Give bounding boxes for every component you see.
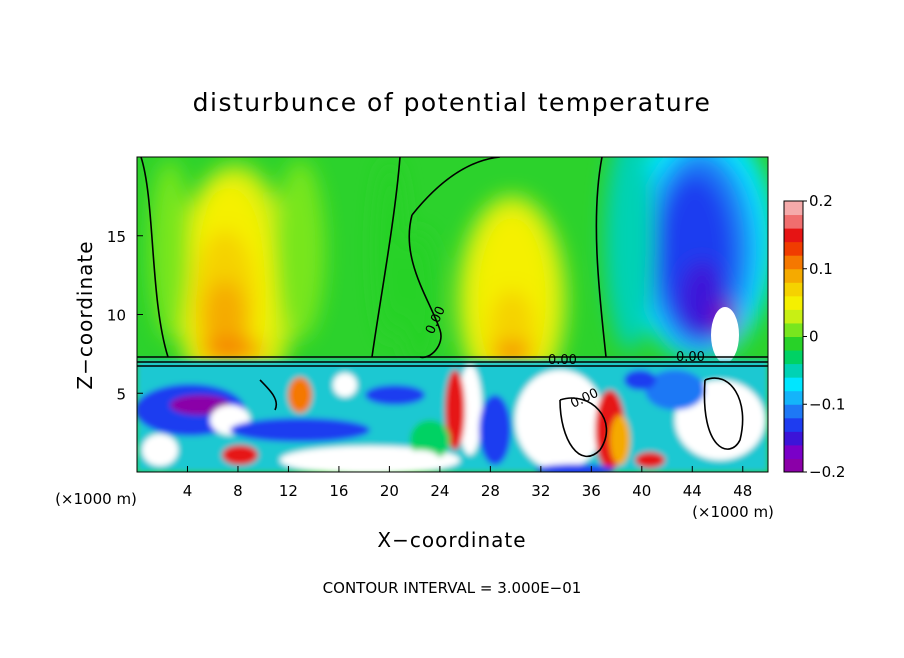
colorbar-tick-label: 0.1 — [809, 260, 833, 278]
chart-title: disturbunce of potential temperature — [193, 88, 712, 117]
x-axis-unit-right: (×1000 m) — [692, 503, 774, 521]
y-axis: 5 10 15 — [107, 228, 143, 403]
colorbar-swatch — [784, 322, 803, 337]
colorbar-swatch — [784, 458, 803, 473]
x-axis-label: X−coordinate — [377, 528, 526, 552]
x-tick-label: 40 — [632, 482, 651, 500]
x-axis: 4 8 12 16 20 24 28 32 36 40 44 48 — [183, 466, 752, 500]
x-tick-label: 4 — [183, 482, 193, 500]
x-tick-label: 36 — [582, 482, 601, 500]
colorbar-tick-label: −0.2 — [809, 463, 845, 481]
x-tick-label: 8 — [233, 482, 243, 500]
colorbar-swatch — [784, 350, 803, 365]
colorbar-swatch — [784, 444, 803, 459]
upper-field-blobs — [150, 157, 768, 415]
colorbar-swatch — [784, 309, 803, 324]
x-tick-label: 28 — [481, 482, 500, 500]
colorbar-swatch — [784, 268, 803, 283]
colorbar-tick-label: 0 — [809, 328, 819, 346]
y-axis-label: Z−coordinate — [73, 240, 97, 389]
y-tick-label: 5 — [116, 385, 126, 403]
contour-line — [411, 157, 501, 216]
contour-label: 0.00 — [548, 353, 577, 368]
colorbar-swatch — [784, 336, 803, 351]
x-axis-unit: (×1000 m) — [55, 490, 137, 508]
white-core — [711, 307, 739, 363]
contour-line — [559, 397, 608, 457]
colorbar-swatch — [784, 228, 803, 243]
x-tick-label: 16 — [329, 482, 348, 500]
x-tick-label: 20 — [380, 482, 399, 500]
colorbar-swatch — [784, 404, 803, 419]
colorbar-swatch — [784, 214, 803, 229]
colorbar-swatch — [784, 255, 803, 270]
colorbar: 0.2 0.1 0 −0.1 −0.2 — [783, 192, 845, 481]
x-tick-label: 44 — [683, 482, 702, 500]
colorbar-tick-label: −0.1 — [809, 395, 845, 413]
x-tick-label: 48 — [733, 482, 752, 500]
lower-field-blobs — [137, 360, 768, 472]
colorbar-swatch — [784, 431, 803, 446]
y-tick-label: 15 — [107, 228, 126, 246]
x-tick-label: 12 — [279, 482, 298, 500]
colorbar-swatch — [784, 377, 803, 392]
y-tick-label: 10 — [107, 307, 126, 325]
colorbar-swatch — [784, 417, 803, 432]
contour-line — [408, 214, 442, 359]
contour-label: 0.00 — [676, 350, 705, 365]
contour-interval-note: CONTOUR INTERVAL = 3.000E−01 — [323, 579, 582, 597]
colorbar-swatch — [784, 363, 803, 378]
colorbar-tick-label: 0.2 — [809, 192, 833, 210]
colorbar-swatch — [784, 282, 803, 297]
x-tick-label: 32 — [531, 482, 550, 500]
colorbar-swatch — [784, 295, 803, 310]
contour-line — [595, 157, 607, 358]
plot-area: 0.000.00 0.000.00 — [137, 157, 768, 472]
x-tick-label: 24 — [430, 482, 449, 500]
colorbar-swatch — [784, 241, 803, 256]
contour-line — [371, 157, 401, 358]
colorbar-swatch — [784, 390, 803, 405]
contour-line — [703, 377, 744, 450]
colorbar-swatch — [784, 201, 803, 216]
contour-line — [140, 157, 169, 358]
contour-line — [259, 379, 278, 411]
